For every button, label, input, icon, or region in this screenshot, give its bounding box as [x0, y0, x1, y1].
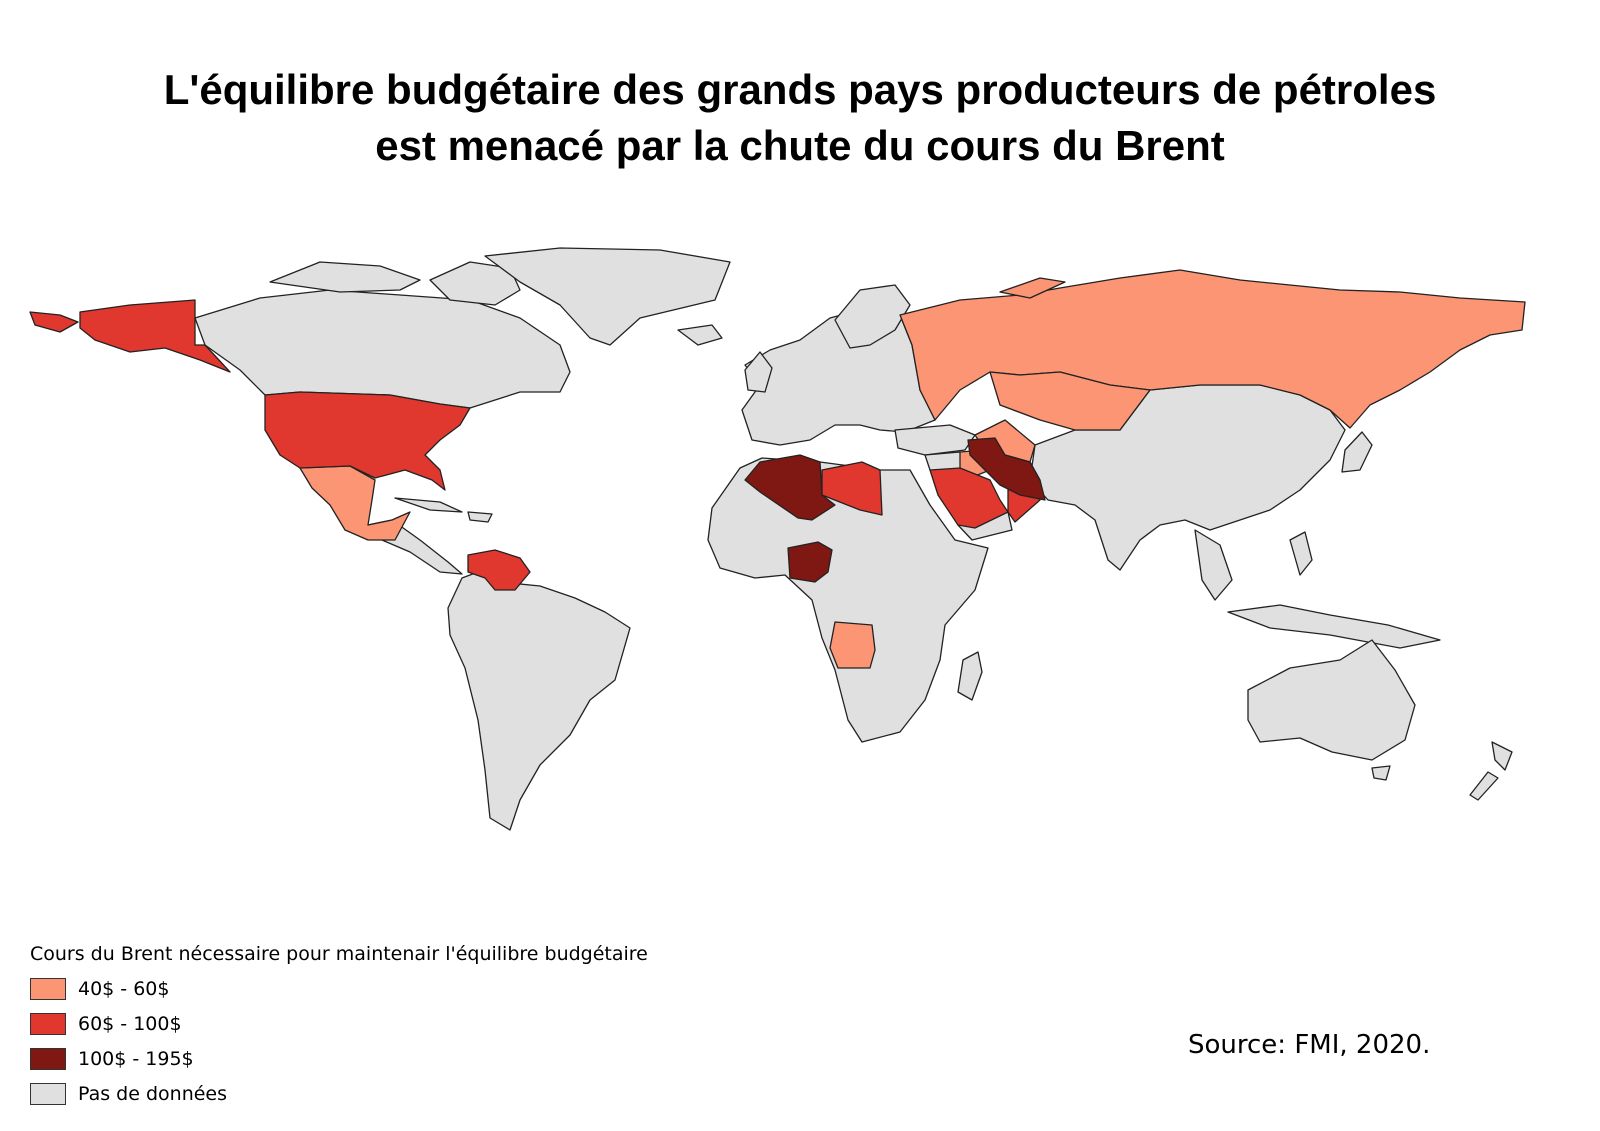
country-hispaniola: [467, 511, 493, 523]
country-cuba: [394, 497, 463, 513]
legend-swatch-60-100: [30, 1012, 66, 1035]
country-south-america: [447, 571, 631, 831]
country-iceland: [677, 324, 723, 346]
country-new-zealand: [1491, 741, 1513, 771]
legend-title: Cours du Brent nécessaire pour maintenai…: [30, 943, 648, 965]
source-note: Source: FMI, 2020.: [1188, 1030, 1431, 1060]
legend-swatch-40-60: [30, 977, 66, 1000]
legend-item-60-100: 60$ - 100$: [30, 1006, 648, 1041]
title-line-1: L'équilibre budgétaire des grands pays p…: [163, 66, 1437, 113]
country-kazakhstan: [989, 371, 1151, 431]
country-alaska: [79, 299, 231, 373]
title-line-2: est menacé par la chute du cours du Bren…: [375, 122, 1225, 169]
country-australia: [1247, 639, 1416, 761]
country-japan: [1341, 431, 1373, 473]
legend-label-no-data: Pas de données: [78, 1082, 228, 1105]
country-mexico: [299, 465, 411, 541]
country-venezuela: [467, 549, 531, 591]
legend-label-40-60: 40$ - 60$: [78, 977, 170, 1000]
country-algeria: [744, 454, 836, 521]
country-russia-arctic: [999, 277, 1066, 299]
legend-label-100-195: 100$ - 195$: [78, 1047, 194, 1070]
country-greenland: [484, 247, 731, 346]
country-iran: [967, 437, 1046, 501]
country-turkey: [894, 424, 976, 456]
world-map: [29, 247, 1526, 831]
country-new-zealand-south: [1469, 771, 1499, 801]
legend-swatch-100-195: [30, 1047, 66, 1070]
legend-item-no-data: Pas de données: [30, 1076, 648, 1111]
country-canada-baffin: [429, 261, 521, 306]
legend-label-60-100: 60$ - 100$: [78, 1012, 182, 1035]
country-alaska-west: [29, 311, 79, 333]
country-philippines: [1289, 531, 1313, 576]
country-indonesia: [1227, 604, 1441, 649]
country-canada-arctic-islands: [269, 261, 421, 293]
country-nigeria: [787, 541, 833, 583]
legend-item-100-195: 100$ - 195$: [30, 1041, 648, 1076]
legend-item-40-60: 40$ - 60$: [30, 971, 648, 1006]
map-legend: Cours du Brent nécessaire pour maintenai…: [30, 943, 648, 1111]
map-title: L'équilibre budgétaire des grands pays p…: [0, 62, 1600, 174]
country-canada: [194, 289, 571, 409]
country-angola: [829, 621, 876, 669]
legend-swatch-no-data: [30, 1082, 66, 1105]
country-madagascar: [957, 651, 983, 701]
country-southeast-asia: [1194, 529, 1233, 601]
country-united-states: [264, 391, 471, 491]
country-united-kingdom: [744, 351, 773, 393]
country-tasmania: [1371, 765, 1391, 781]
